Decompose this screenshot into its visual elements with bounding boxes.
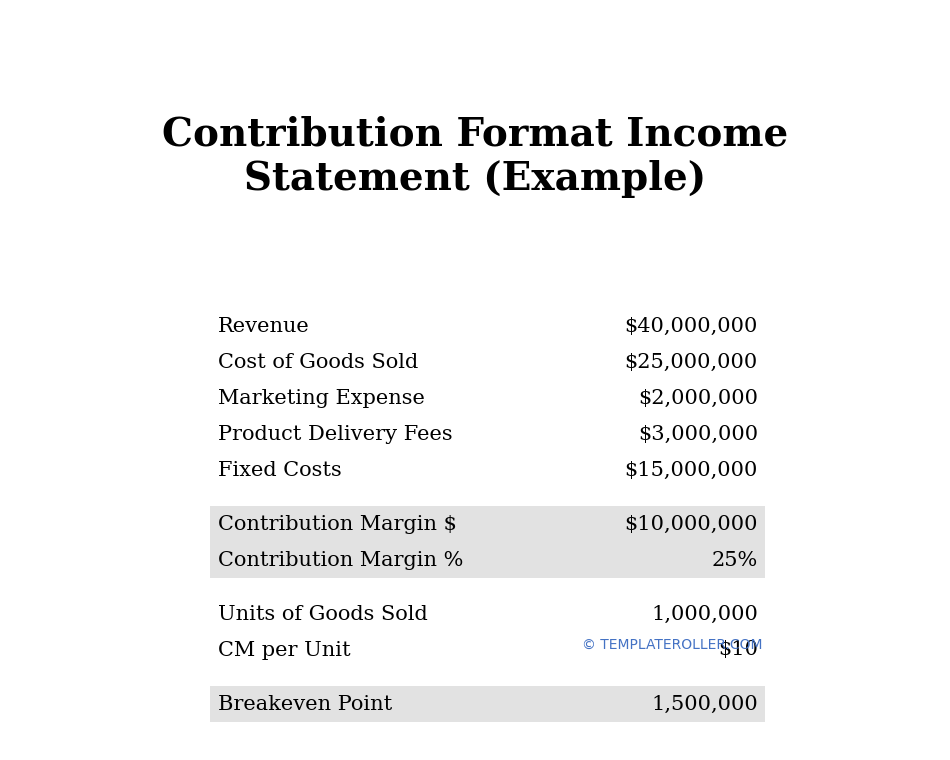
Text: Units of Goods Sold: Units of Goods Sold (218, 604, 428, 623)
Text: Cost of Goods Sold: Cost of Goods Sold (218, 353, 418, 372)
Text: Fixed Costs: Fixed Costs (218, 461, 342, 480)
Text: CM per Unit: CM per Unit (218, 641, 351, 660)
Text: $15,000,000: $15,000,000 (625, 461, 758, 480)
Text: © TEMPLATEROLLER.COM: © TEMPLATEROLLER.COM (581, 638, 762, 652)
Text: Product Delivery Fees: Product Delivery Fees (218, 425, 452, 444)
Text: Contribution Margin $: Contribution Margin $ (218, 515, 457, 534)
Text: $25,000,000: $25,000,000 (625, 353, 758, 372)
Text: Contribution Margin %: Contribution Margin % (218, 550, 464, 569)
Text: Contribution Format Income
Statement (Example): Contribution Format Income Statement (Ex… (162, 115, 788, 198)
Bar (210, 506, 765, 542)
Text: $10,000,000: $10,000,000 (624, 515, 758, 534)
Text: Revenue: Revenue (218, 316, 310, 335)
Text: 1,000,000: 1,000,000 (651, 604, 758, 623)
Bar (210, 686, 765, 722)
Text: 25%: 25% (712, 550, 758, 569)
Text: $10: $10 (718, 641, 758, 660)
Text: Breakeven Point: Breakeven Point (218, 695, 392, 714)
Text: 1,500,000: 1,500,000 (652, 695, 758, 714)
Bar (210, 542, 765, 578)
Text: $2,000,000: $2,000,000 (638, 388, 758, 407)
Text: Marketing Expense: Marketing Expense (218, 388, 425, 407)
Text: $40,000,000: $40,000,000 (625, 316, 758, 335)
Text: $3,000,000: $3,000,000 (637, 425, 758, 444)
